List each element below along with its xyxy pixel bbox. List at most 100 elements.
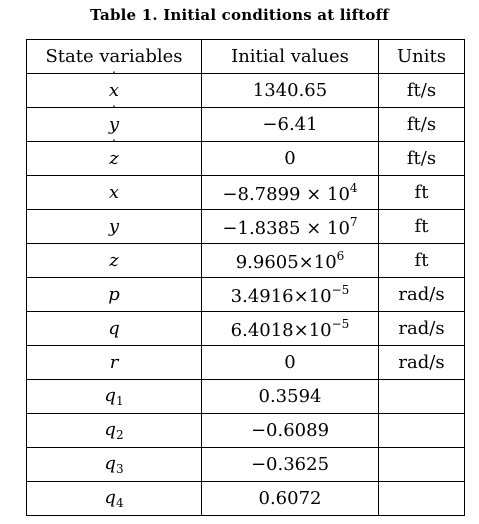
initial-value-cell: 3.4916×10−5: [201, 277, 379, 312]
state-variable-symbol: q3: [104, 453, 123, 476]
header-state-variables: State variables: [26, 39, 202, 74]
initial-conditions-table: State variables Initial values Units x ˙ 1…: [26, 39, 465, 516]
initial-value-cell: −0.6089: [201, 413, 379, 448]
variable-subscript: 1: [115, 394, 124, 408]
value-mantissa: 6.4018×10: [230, 319, 332, 341]
time-derivative-dot: ˙: [110, 70, 118, 86]
value-mantissa: 3.4916×10: [230, 285, 332, 307]
state-variable-cell: y: [26, 209, 202, 244]
table-row: q 6.4018×10−5 rad/s: [26, 311, 465, 346]
table-row: z 9.9605×106 ft: [26, 243, 465, 278]
variable-letter: q: [104, 385, 116, 406]
table-row: p 3.4916×10−5 rad/s: [26, 277, 465, 312]
units-cell: ft: [378, 243, 465, 278]
units-cell: ft/s: [378, 73, 465, 108]
value-mantissa: 1340.65: [252, 80, 328, 101]
table-row: q3 −0.3625: [26, 447, 465, 482]
units-cell: [378, 379, 465, 414]
state-variable-symbol: x: [109, 182, 119, 203]
value-mantissa: 0.6072: [258, 488, 322, 509]
units-cell: [378, 413, 465, 448]
initial-value-cell: 9.9605×106: [201, 243, 379, 278]
units-cell: rad/s: [378, 345, 465, 380]
table-row: q1 0.3594: [26, 379, 465, 414]
value-mantissa: 9.9605×10: [235, 251, 337, 273]
variable-letter: p: [108, 284, 120, 305]
initial-value-cell: 6.4018×10−5: [201, 311, 379, 346]
initial-value-cell: −0.3625: [201, 447, 379, 482]
value-mantissa: −8.7899 × 10: [222, 183, 350, 205]
state-variable-symbol: p: [108, 284, 120, 305]
state-variable-cell: y ˙: [26, 105, 202, 142]
units-cell: ft/s: [378, 107, 465, 142]
table-row: y −1.8385 × 107 ft: [26, 209, 465, 244]
table-caption: Table 1. Initial conditions at liftoff: [90, 6, 389, 24]
value-exponent: −5: [331, 282, 350, 297]
state-variable-cell: x: [26, 175, 202, 210]
value-mantissa: 0: [284, 148, 296, 169]
state-variable-symbol: q1: [104, 385, 123, 408]
table-row: r 0 rad/s: [26, 345, 465, 380]
units-cell: [378, 481, 465, 516]
variable-letter: q: [104, 487, 116, 508]
table-row: x ˙ 1340.65 ft/s: [26, 71, 465, 108]
state-variable-symbol: y ˙: [108, 105, 120, 135]
units-cell: ft: [378, 209, 465, 244]
variable-letter: y: [108, 114, 120, 135]
state-variable-symbol: y: [109, 216, 119, 237]
state-variable-cell: q4: [26, 481, 202, 516]
table-header-row: State variables Initial values Units: [26, 39, 465, 74]
initial-value-cell: 1340.65: [201, 73, 379, 108]
variable-letter: z: [109, 250, 119, 271]
table-row: q4 0.6072: [26, 481, 465, 516]
variable-letter: q: [104, 453, 116, 474]
table-body: x ˙ 1340.65 ft/s y ˙ −6.41 ft/s z ˙ 0 ft/s x −8.7899 …: [26, 71, 465, 516]
header-initial-values: Initial values: [201, 39, 379, 74]
table-row: z ˙ 0 ft/s: [26, 138, 465, 176]
initial-value-cell: 0.3594: [201, 379, 379, 414]
variable-letter: z: [109, 148, 119, 169]
initial-value-cell: −8.7899 × 104: [201, 175, 379, 210]
table-row: y ˙ −6.41 ft/s: [26, 105, 465, 142]
units-cell: [378, 447, 465, 482]
state-variable-symbol: q: [108, 318, 120, 339]
state-variable-cell: q: [26, 311, 202, 346]
state-variable-cell: z: [26, 243, 202, 278]
initial-value-cell: 0.6072: [201, 481, 379, 516]
state-variable-symbol: x ˙: [108, 71, 120, 101]
variable-letter: q: [104, 419, 116, 440]
table-row: x −8.7899 × 104 ft: [26, 175, 465, 210]
value-exponent: 6: [336, 248, 345, 263]
table-row: q2 −0.6089: [26, 413, 465, 448]
state-variable-cell: q3: [26, 447, 202, 482]
time-derivative-dot: ˙: [110, 104, 118, 120]
value-mantissa: −0.6089: [250, 420, 330, 441]
variable-subscript: 2: [115, 428, 124, 442]
value-mantissa: −6.41: [262, 114, 318, 135]
time-derivative-dot: ˙: [110, 138, 118, 154]
value-exponent: 4: [349, 180, 358, 195]
initial-value-cell: 0: [201, 141, 379, 176]
units-cell: rad/s: [378, 277, 465, 312]
variable-subscript: 3: [115, 462, 124, 476]
value-exponent: −5: [331, 316, 350, 331]
variable-letter: q: [108, 318, 120, 339]
state-variable-symbol: r: [110, 352, 119, 373]
header-units: Units: [378, 39, 465, 74]
variable-letter: r: [109, 352, 119, 373]
state-variable-symbol: z: [109, 250, 118, 271]
variable-letter: x: [108, 80, 120, 101]
units-cell: ft/s: [378, 141, 465, 176]
state-variable-cell: q2: [26, 413, 202, 448]
value-mantissa: 0: [284, 352, 296, 373]
initial-value-cell: 0: [201, 345, 379, 380]
value-mantissa: −0.3625: [250, 454, 330, 475]
variable-letter: x: [108, 182, 120, 203]
state-variable-symbol: q4: [104, 487, 123, 510]
state-variable-cell: x ˙: [26, 71, 202, 108]
initial-value-cell: −1.8385 × 107: [201, 209, 379, 244]
variable-letter: y: [108, 216, 120, 237]
initial-value-cell: −6.41: [201, 107, 379, 142]
state-variable-symbol: q2: [104, 419, 123, 442]
variable-subscript: 4: [115, 496, 124, 510]
